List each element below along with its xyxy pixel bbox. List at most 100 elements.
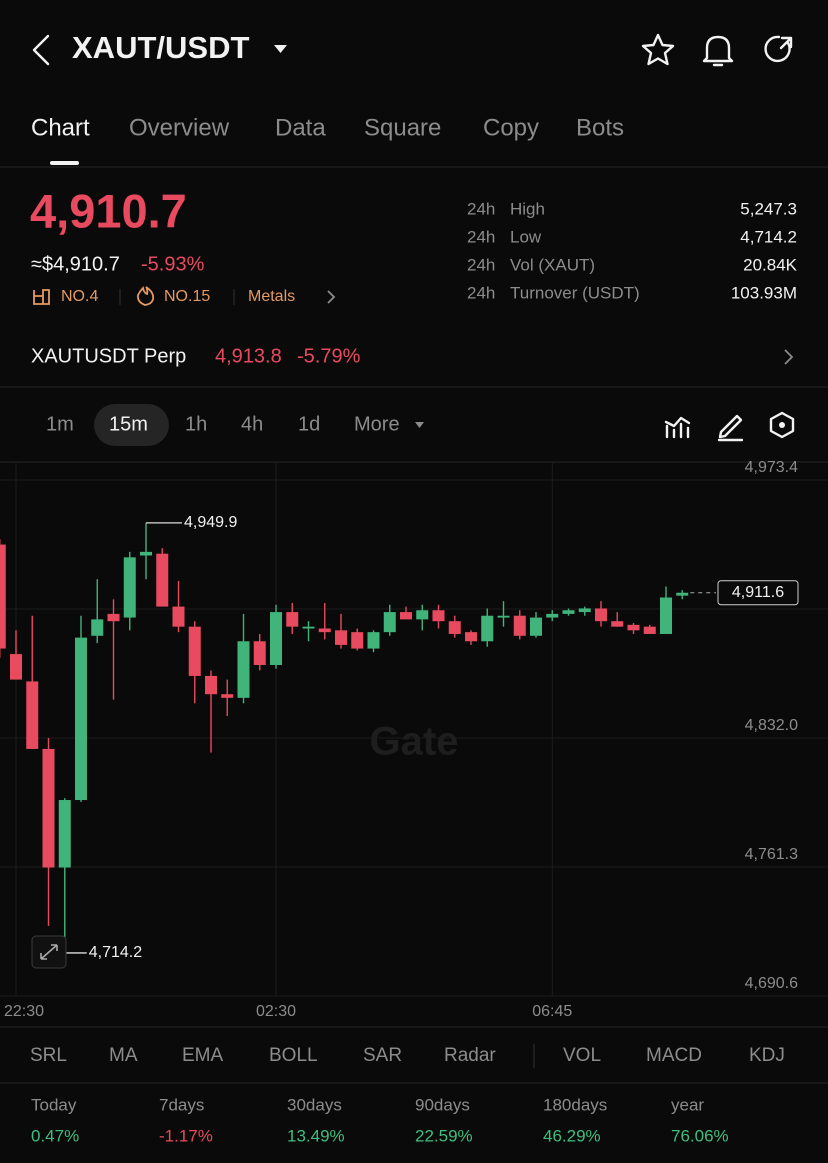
- settings-icon[interactable]: [769, 411, 795, 439]
- stat-value: 5,247.3: [740, 199, 797, 218]
- favorite-icon[interactable]: [641, 33, 675, 66]
- candle-body: [221, 694, 234, 698]
- candle-body: [383, 612, 396, 633]
- candle-body: [26, 681, 39, 749]
- y-tick-label: 4,690.6: [745, 975, 798, 992]
- candle-body: [10, 654, 22, 680]
- candle-body: [416, 610, 429, 620]
- candle-body: [400, 612, 412, 620]
- candle-body: [530, 617, 542, 636]
- tab[interactable]: Square: [364, 114, 441, 141]
- candle-body: [172, 606, 185, 627]
- stat-period: 24h: [467, 283, 495, 302]
- candle-body: [237, 641, 250, 698]
- x-tick-label: 22:30: [4, 1003, 44, 1020]
- watermark: Gate: [370, 720, 459, 764]
- sector-badge[interactable]: Metals: [248, 288, 295, 305]
- candle-body: [91, 619, 104, 636]
- stat-period: 24h: [467, 227, 495, 246]
- refresh-icon[interactable]: [764, 35, 793, 63]
- indicator[interactable]: BOLL: [269, 1045, 318, 1066]
- hot-badge[interactable]: NO.15: [164, 288, 210, 305]
- period-return: 76.06%: [671, 1126, 729, 1145]
- period-label: year: [671, 1095, 704, 1114]
- candle-body: [318, 628, 331, 633]
- candle-body: [481, 615, 494, 642]
- approx-price: ≈$4,910.7: [31, 253, 120, 275]
- y-tick-label: 4,832.0: [745, 717, 798, 734]
- candle-body: [643, 626, 656, 634]
- timeframe[interactable]: 4h: [241, 413, 263, 435]
- candle-body: [367, 632, 380, 649]
- perp-name[interactable]: XAUTUSDT Perp: [31, 345, 186, 367]
- more-dropdown[interactable]: [415, 422, 424, 428]
- indicator[interactable]: SAR: [363, 1045, 402, 1066]
- stat-label: Vol (XAUT): [510, 255, 595, 274]
- back-button[interactable]: [32, 34, 50, 66]
- candle-body: [448, 621, 461, 634]
- pair-title[interactable]: XAUT/USDT: [72, 30, 249, 65]
- stat-value: 103.93M: [731, 283, 797, 302]
- candle-body: [595, 608, 607, 622]
- tab[interactable]: Data: [275, 114, 326, 141]
- last-price: 4,910.7: [30, 184, 187, 237]
- draw-icon[interactable]: [717, 414, 744, 442]
- y-tick-label: 4,761.3: [745, 846, 798, 863]
- rank-icon: [33, 289, 50, 305]
- stat-period: 24h: [467, 199, 495, 218]
- period-return: 22.59%: [415, 1126, 473, 1145]
- tab[interactable]: Overview: [129, 114, 230, 141]
- chevron[interactable]: [784, 349, 794, 365]
- expand-button[interactable]: [31, 935, 67, 969]
- timeframe[interactable]: 1m: [46, 413, 74, 435]
- indicator[interactable]: KDJ: [749, 1045, 785, 1066]
- y-tick-label: 4,973.4: [745, 459, 798, 476]
- candle-body: [432, 610, 445, 622]
- period-return: -1.17%: [159, 1126, 213, 1145]
- tab[interactable]: Copy: [483, 114, 539, 141]
- indicator[interactable]: MACD: [646, 1045, 702, 1066]
- indicator[interactable]: SRL: [30, 1045, 67, 1066]
- candle-body: [546, 613, 559, 618]
- indicator[interactable]: EMA: [182, 1045, 224, 1066]
- timeframe[interactable]: 15m: [109, 413, 148, 435]
- candle-body: [0, 544, 6, 649]
- tab[interactable]: Chart: [31, 114, 90, 141]
- stat-label: Turnover (USDT): [510, 283, 640, 302]
- timeframe[interactable]: 1d: [298, 413, 320, 435]
- timeframe[interactable]: 1h: [185, 413, 207, 435]
- candle-body: [123, 557, 136, 618]
- indicator[interactable]: Radar: [444, 1045, 496, 1066]
- last-price-label: 4,911.6: [732, 584, 784, 601]
- tab[interactable]: Bots: [576, 114, 624, 141]
- stat-label: Low: [510, 227, 542, 246]
- candle-body: [660, 597, 672, 634]
- candle-body: [676, 592, 689, 596]
- period-return: 13.49%: [287, 1126, 345, 1145]
- candle-body: [205, 675, 217, 695]
- candle-body: [286, 612, 299, 627]
- timeframe[interactable]: More: [354, 413, 400, 435]
- last-price-box: [717, 580, 799, 606]
- candle-body: [627, 624, 640, 631]
- period-return: 0.47%: [31, 1126, 79, 1145]
- high-label: 4,949.9: [184, 514, 237, 531]
- indicator-icon[interactable]: [664, 416, 691, 439]
- rank-badge[interactable]: NO.4: [61, 288, 98, 305]
- price-change: -5.93%: [141, 253, 205, 275]
- candle-body: [156, 553, 169, 607]
- period-label: 30days: [287, 1095, 342, 1114]
- alert-icon[interactable]: [702, 35, 734, 67]
- candle-body: [58, 800, 71, 868]
- candle-body: [335, 630, 347, 645]
- candlestick-chart: Gate4,690.64,761.34,832.04,902.74,973.42…: [0, 459, 828, 1020]
- x-tick-label: 06:45: [532, 1003, 572, 1020]
- indicator[interactable]: VOL: [563, 1045, 601, 1066]
- indicator[interactable]: MA: [109, 1045, 138, 1066]
- stat-value: 20.84K: [743, 255, 798, 274]
- pair-dropdown[interactable]: [274, 45, 287, 53]
- period-label: Today: [31, 1095, 77, 1114]
- period-return: 46.29%: [543, 1126, 601, 1145]
